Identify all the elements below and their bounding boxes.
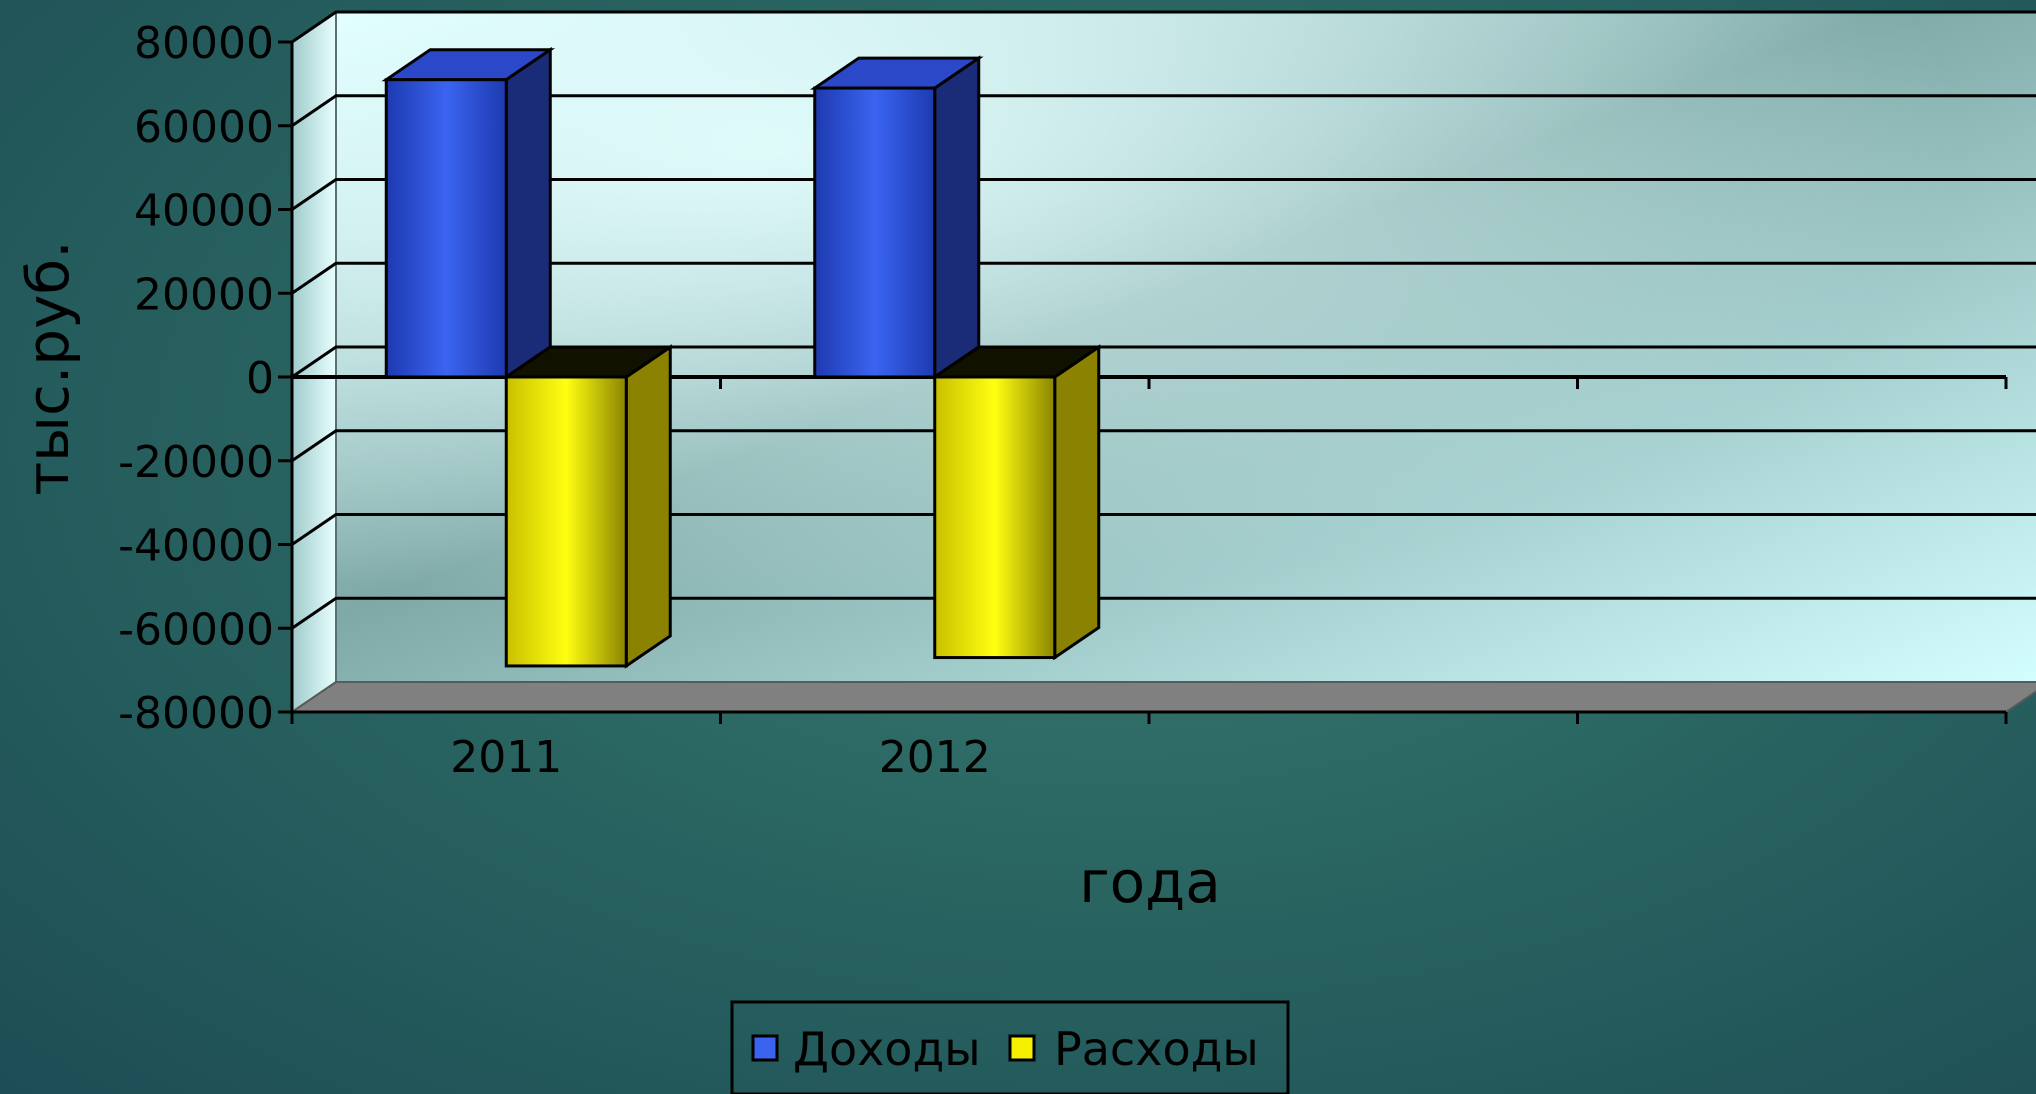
y-tick-label: -60000 <box>118 604 274 655</box>
y-axis-title: тыс.руб. <box>14 240 82 495</box>
gridlines <box>291 10 2036 630</box>
gridline <box>291 10 2036 44</box>
bar-front <box>813 86 937 379</box>
y-tick-label: 20000 <box>134 269 274 320</box>
bar-income-2011 <box>381 46 556 380</box>
gridline <box>291 429 2036 462</box>
legend-label-income: Доходы <box>793 1022 981 1076</box>
bar-income-2012 <box>809 55 984 380</box>
legend: Доходы Расходы <box>730 1000 1290 1094</box>
gridline <box>291 94 2036 127</box>
y-tick-label: -40000 <box>118 521 274 572</box>
floor <box>288 681 2036 713</box>
gridline <box>291 596 2036 630</box>
bar-front <box>504 375 628 668</box>
y-tick-label: 40000 <box>134 186 274 237</box>
y-tick-label: -80000 <box>118 688 274 739</box>
bar-side <box>933 55 981 380</box>
legend-box <box>730 1000 1290 1094</box>
bar-front <box>384 78 508 379</box>
x-axis-title: года <box>1079 848 1221 916</box>
y-tick-label: 0 <box>246 353 274 404</box>
x-tick-labels: 2011 2012 <box>450 732 990 783</box>
gridline <box>291 261 2036 295</box>
y-tick-label: 60000 <box>134 102 274 153</box>
gridline <box>291 178 2036 211</box>
y-tick-label: -20000 <box>118 437 274 488</box>
bar-side <box>624 344 672 669</box>
x-tick-label: 2012 <box>879 732 991 783</box>
bar-side <box>1053 344 1101 661</box>
x-tick-label: 2011 <box>450 732 562 783</box>
y-tick-labels: 80000 60000 40000 20000 0 -20000 -40000 -60000 -… <box>118 18 274 739</box>
y-tick-label: 80000 <box>134 18 274 69</box>
legend-swatch-income <box>751 1034 779 1062</box>
bars <box>381 46 1104 669</box>
bar-expenses-2012 <box>929 344 1104 661</box>
bar-expenses-2011 <box>501 344 676 669</box>
bar-front <box>933 375 1057 660</box>
legend-label-expenses: Расходы <box>1054 1022 1259 1076</box>
bar-side <box>504 46 552 380</box>
gridline <box>291 513 2036 546</box>
legend-swatch-expenses <box>1008 1034 1036 1062</box>
gridline <box>291 345 2036 379</box>
